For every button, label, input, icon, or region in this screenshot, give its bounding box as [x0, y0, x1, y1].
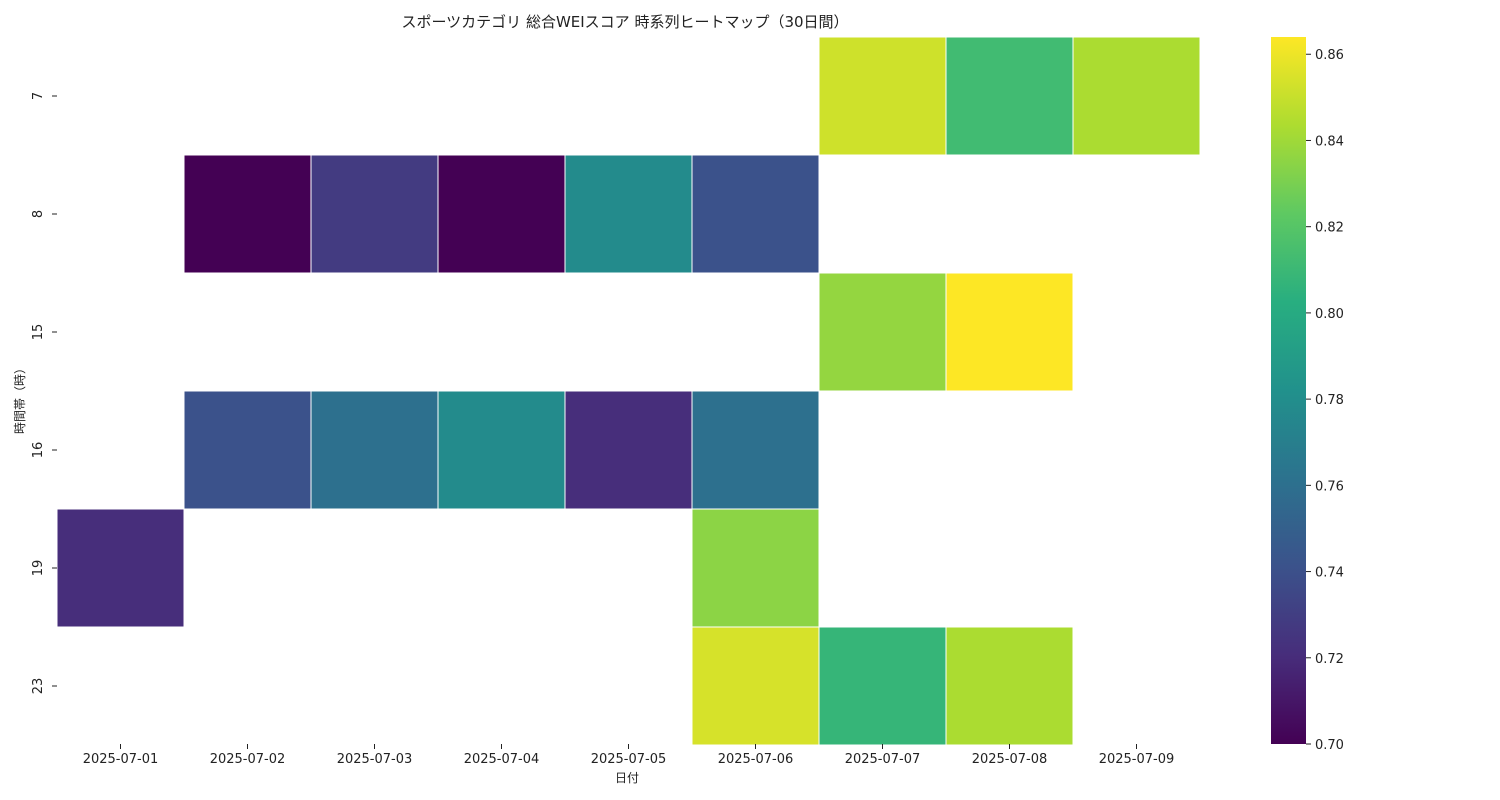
heatmap-cell [818, 626, 947, 746]
y-tick-label: 7 [31, 92, 46, 100]
x-tick-label: 2025-07-07 [845, 752, 921, 767]
colorbar-tick-label: 0.82 [1315, 221, 1344, 236]
x-axis-label: 日付 [615, 771, 639, 785]
x-tick-label: 2025-07-01 [83, 752, 159, 767]
heatmap-cell [183, 390, 312, 510]
heatmap-cell [691, 508, 820, 628]
heatmap-cell [437, 154, 566, 274]
x-tick-label: 2025-07-08 [972, 752, 1048, 767]
x-tick-label: 2025-07-06 [718, 752, 794, 767]
heatmap-cell [691, 626, 820, 746]
x-tick-label: 2025-07-09 [1099, 752, 1175, 767]
heatmap-cell [691, 154, 820, 274]
heatmap-cell [1072, 36, 1201, 156]
colorbar [1271, 37, 1306, 744]
heatmap-cell [945, 272, 1074, 392]
colorbar-tick-label: 0.72 [1315, 652, 1344, 667]
heatmap-cell [56, 508, 185, 628]
heatmap-cell [945, 626, 1074, 746]
y-tick-label: 16 [31, 442, 46, 459]
x-tick-label: 2025-07-02 [210, 752, 286, 767]
x-tick-label: 2025-07-04 [464, 752, 540, 767]
heatmap-cell [818, 36, 947, 156]
colorbar-tick-label: 0.84 [1315, 134, 1344, 149]
y-tick-label: 19 [31, 560, 46, 577]
heatmap-cell [945, 36, 1074, 156]
heatmap-cell [183, 154, 312, 274]
colorbar-tick-label: 0.70 [1315, 738, 1344, 753]
heatmap-cell [564, 390, 693, 510]
y-tick-label: 23 [31, 678, 46, 695]
y-axis-label: 時間帯（時） [13, 362, 27, 434]
colorbar-tick-label: 0.78 [1315, 393, 1344, 408]
y-axis-ticks: 7 8 15 16 19 23 [31, 92, 57, 694]
colorbar-ticks: 0.70 0.72 0.74 0.76 0.78 0.80 0.82 0.84 0.86 [1306, 48, 1344, 753]
heatmap-cell [818, 272, 947, 392]
colorbar-tick-label: 0.86 [1315, 48, 1344, 63]
colorbar-tick-label: 0.74 [1315, 566, 1344, 581]
heatmap-cell [310, 390, 439, 510]
heatmap-cells [56, 36, 1201, 746]
heatmap-cell [564, 154, 693, 274]
heatmap-cell [437, 390, 566, 510]
y-tick-label: 8 [31, 210, 46, 218]
chart-title: スポーツカテゴリ 総合WEIスコア 時系列ヒートマップ（30日間） [401, 13, 848, 31]
x-axis-ticks: 2025-07-01 2025-07-02 2025-07-03 2025-07-04… [83, 744, 1175, 767]
heatmap-cell [310, 154, 439, 274]
colorbar-tick-label: 0.76 [1315, 479, 1344, 494]
heatmap-cell [691, 390, 820, 510]
y-tick-label: 15 [31, 324, 46, 341]
x-tick-label: 2025-07-03 [337, 752, 413, 767]
colorbar-tick-label: 0.80 [1315, 307, 1344, 322]
x-tick-label: 2025-07-05 [591, 752, 667, 767]
